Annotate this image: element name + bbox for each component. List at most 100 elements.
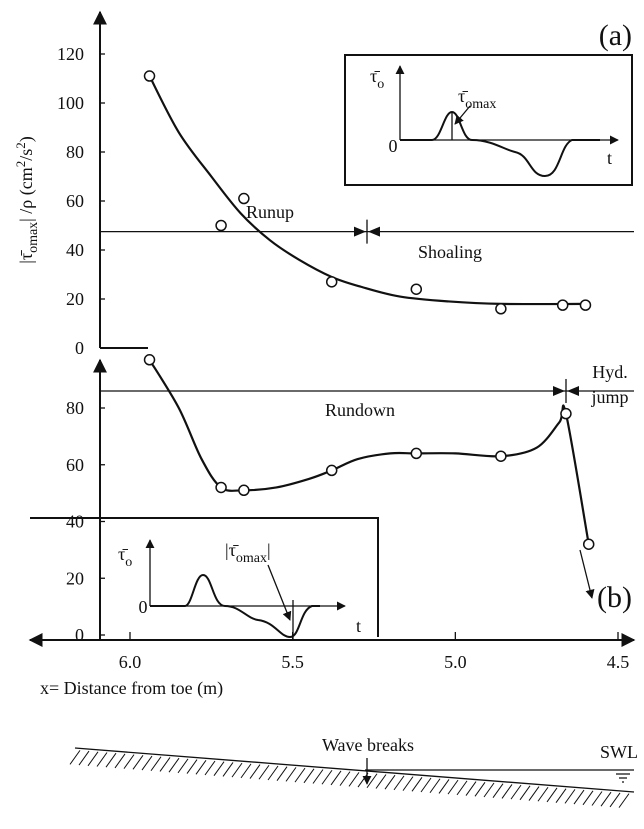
y-label-part: | /ρ (cm [16, 167, 37, 222]
hatch-line [447, 779, 459, 795]
label-part: τ̄ [118, 544, 128, 564]
annotation: Shoaling [418, 242, 482, 262]
y-tick-label: 40 [66, 240, 84, 260]
x-tick-label: 5.5 [281, 652, 304, 672]
label-part: omax [236, 551, 267, 566]
hatch-line [330, 770, 342, 786]
hatch-line [375, 774, 387, 789]
data-point [495, 450, 507, 462]
hatch-line [249, 764, 261, 779]
inset-label: 0 [139, 597, 148, 617]
hatch-line [204, 760, 216, 776]
inset-label: t [607, 148, 612, 168]
y-tick-label: 60 [66, 191, 84, 211]
hatch-line [384, 774, 396, 790]
label-part: o [377, 77, 384, 92]
y-tick-label: 0 [75, 625, 84, 645]
hatch-line [69, 750, 81, 765]
hatch-line [582, 790, 594, 806]
hatch-line [600, 791, 612, 807]
hatch-line [474, 781, 486, 797]
hatching [69, 750, 630, 808]
y-tick-label: 80 [66, 398, 84, 418]
inset-label: t [356, 616, 361, 636]
hatch-line [492, 783, 504, 798]
hatch-line [96, 752, 108, 767]
hatch-line [366, 773, 378, 789]
inset-curve [400, 110, 600, 178]
reference-arrow [553, 385, 565, 396]
inset-arrow [454, 105, 471, 125]
data-point [215, 219, 227, 232]
diagram-label: SWL [600, 742, 638, 762]
hatch-line [393, 775, 405, 791]
label-part: τ̄ [370, 66, 380, 86]
data-point [410, 447, 423, 460]
y-label-part: omax [26, 222, 41, 253]
reference-arrow [368, 226, 380, 237]
beach-slope [74, 747, 635, 793]
y-tick-label: 20 [66, 289, 84, 309]
hatch-line [105, 752, 117, 768]
y-tick-label: 80 [66, 142, 84, 162]
hatch-line [591, 791, 603, 806]
hatch-line [114, 753, 126, 769]
y-tick-label: 120 [57, 44, 84, 64]
y-tick-label: 60 [66, 455, 84, 475]
inset-frame [30, 517, 379, 637]
hatch-line [411, 777, 423, 792]
y-tick-label: 40 [66, 512, 84, 532]
y-tick-label: 0 [75, 338, 84, 358]
hatch-line [276, 766, 288, 781]
hatch-line [555, 788, 567, 803]
y-label-part: |τ̄ [16, 250, 36, 264]
annotation: jump [590, 387, 628, 407]
annotation: Runup [246, 202, 294, 222]
inset-label: |τ̄omax| [225, 540, 271, 566]
hatch-line [528, 786, 540, 801]
hatch-line [564, 789, 576, 804]
y-label-part: ) [16, 136, 37, 142]
data-point [410, 283, 423, 295]
hatch-line [159, 757, 171, 772]
hatch-line [132, 755, 144, 770]
hatch-line [429, 778, 441, 794]
diagram-label: Wave breaks [322, 735, 414, 755]
hatch-line [510, 784, 522, 800]
annotation: Hyd. [592, 362, 628, 382]
hatch-line [150, 756, 162, 772]
hatch-line [465, 781, 477, 796]
label-part: omax [465, 97, 496, 112]
data-point [495, 303, 507, 315]
panel-label: (b) [597, 581, 632, 614]
data-point [215, 481, 227, 494]
hatch-line [348, 772, 360, 787]
fit-curve [148, 359, 590, 545]
hatch-line [519, 785, 531, 801]
label-part: o [125, 555, 132, 570]
data-point [143, 70, 156, 82]
y-label-part: 2 [13, 161, 28, 168]
hatch-line [402, 776, 414, 791]
label-part: τ̄ [458, 86, 468, 106]
x-axis-title: x= Distance from toe (m) [40, 678, 223, 699]
data-point [238, 192, 250, 205]
hatch-line [213, 761, 225, 777]
y-label-part: 2 [13, 142, 28, 149]
y-tick-label: 100 [57, 93, 84, 113]
hatch-line [267, 765, 279, 781]
hatch-line [546, 787, 558, 803]
hatch-line [87, 751, 99, 767]
label-part: | [267, 540, 271, 560]
trend-arrow [579, 549, 595, 599]
hatch-line [240, 763, 252, 779]
swl-symbol [616, 773, 630, 783]
inset-label: τ̄o [118, 544, 132, 570]
data-point [579, 299, 592, 311]
hatch-line [303, 768, 315, 784]
hatch-line [123, 754, 135, 769]
hatch-line [186, 759, 198, 774]
y-tick-label: 20 [66, 568, 84, 588]
